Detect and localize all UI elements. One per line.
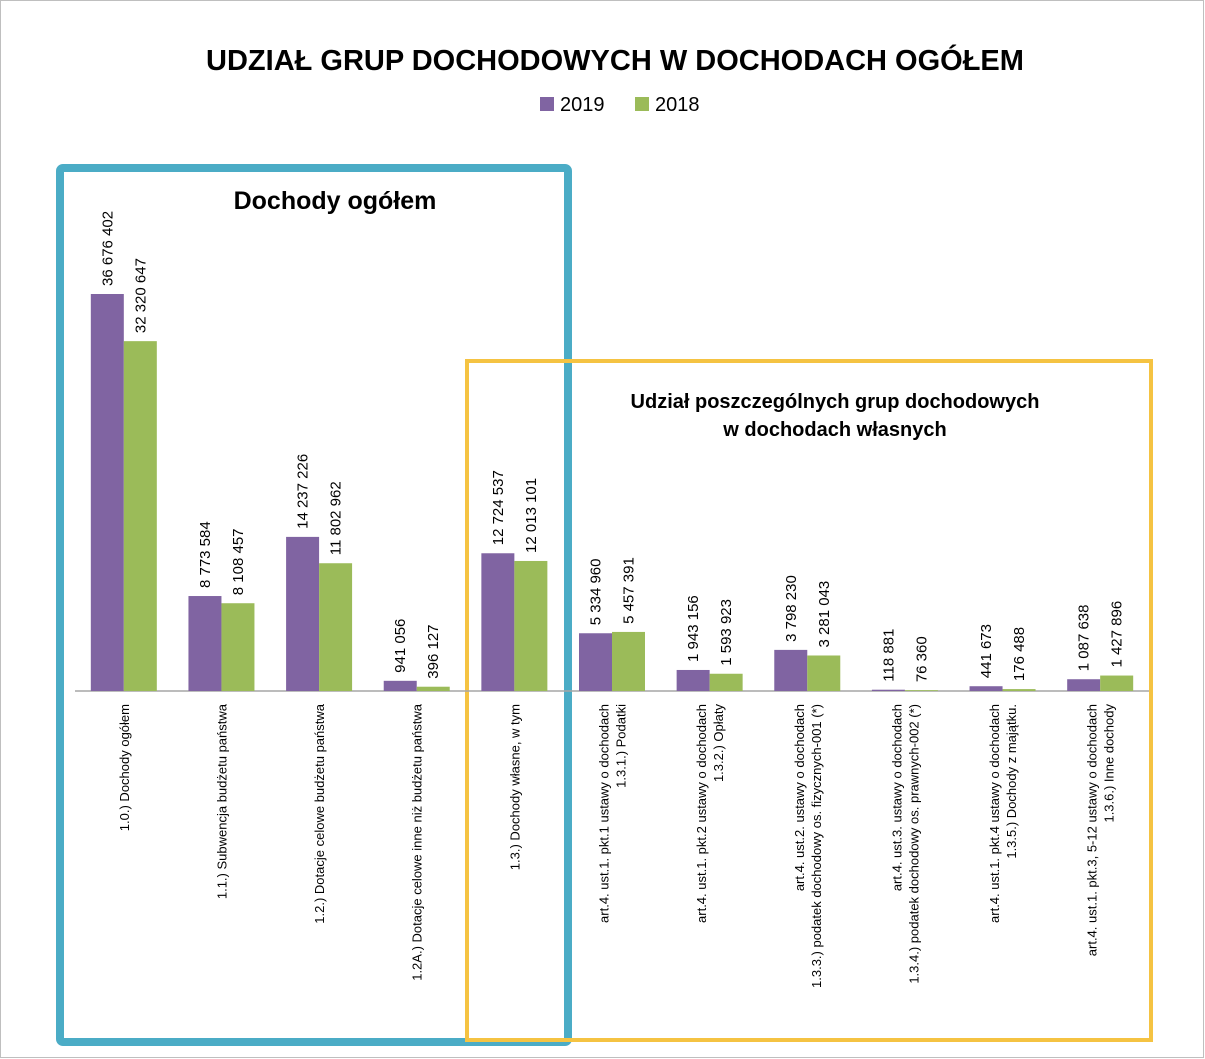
bar (1002, 689, 1036, 691)
bar (123, 341, 157, 691)
value-label: 36 676 402 (99, 211, 116, 286)
value-label: 14 237 226 (295, 454, 312, 529)
bar (90, 294, 124, 691)
value-label: 118 881 (880, 629, 897, 682)
x-tick-label: 1.3.) Dochody własne, w tym (507, 704, 522, 870)
bar (481, 553, 515, 691)
x-tick-label: art.4. ust.3. ustawy o dochodach (889, 704, 904, 891)
value-label: 5 334 960 (588, 559, 605, 626)
x-tick-label: 1.2A.) Dotacje celowe inne niż budżetu p… (410, 703, 425, 981)
value-label: 8 773 584 (197, 521, 214, 588)
bar (514, 560, 548, 691)
value-label: 1 943 156 (685, 595, 702, 662)
value-label: 1 427 896 (1109, 601, 1126, 668)
annotation: Udział poszczególnych grup dochodowych (631, 391, 1040, 413)
bar (969, 686, 1003, 691)
bar (676, 669, 710, 691)
bar (221, 603, 255, 691)
legend-label: 2018 (655, 94, 700, 116)
value-label: 12 013 101 (523, 478, 540, 553)
x-tick-label: 1.0.) Dochody ogółem (117, 704, 132, 831)
x-tick-label: 1.3.6.) Inne dochody (1102, 704, 1117, 823)
x-tick-label: 1.1.) Subwencja budżetu państwa (214, 703, 229, 899)
value-label: 5 457 391 (621, 557, 638, 624)
bar (612, 631, 645, 691)
bar (286, 536, 320, 691)
bar (579, 633, 612, 691)
bar (383, 680, 417, 691)
value-label: 176 488 (1011, 627, 1028, 681)
bar (807, 655, 841, 691)
x-tick-label: art.4. ust.2. ustawy o dochodach (792, 704, 807, 891)
value-label: 441 673 (978, 624, 995, 678)
bar (871, 689, 905, 691)
bar (709, 673, 743, 691)
group-box (56, 164, 572, 1046)
value-label: 12 724 537 (490, 470, 507, 545)
value-label: 8 108 457 (230, 528, 247, 595)
x-tick-label: 1.3.1.) Podatki (614, 704, 629, 788)
bar (319, 563, 353, 691)
x-tick-label: 1.3.4.) podatek dochodowy os. prawnych-0… (906, 704, 921, 984)
x-tick-label: art.4. ust.1. pkt.3, 5-12 ustawy o docho… (1085, 704, 1100, 956)
bar (188, 596, 222, 691)
bar (904, 690, 938, 691)
value-label: 941 056 (392, 619, 409, 673)
value-label: 1 593 923 (718, 599, 735, 666)
x-tick-label: 1.3.3.) podatek dochodowy os. fizycznych… (809, 704, 824, 988)
bar (416, 686, 450, 691)
bar (774, 649, 808, 691)
annotation: w dochodach własnych (722, 419, 946, 441)
value-label: 32 320 647 (132, 258, 149, 333)
x-tick-label: art.4. ust.1. pkt.2 ustawy o dochodach (694, 704, 709, 923)
x-tick-label: art.4. ust.1. pkt.1 ustawy o dochodach (597, 704, 612, 923)
x-tick-label: art.4. ust.1. pkt.4 ustawy o dochodach (987, 704, 1002, 923)
legend-swatch (635, 97, 649, 111)
x-tick-label: 1.2.) Dotacje celowe budżetu państwa (312, 703, 327, 923)
value-label: 3 798 230 (783, 575, 800, 642)
value-label: 1 087 638 (1076, 604, 1093, 671)
value-label: 396 127 (425, 624, 442, 678)
annotation: Dochody ogółem (234, 187, 437, 215)
x-tick-label: 1.3.2.) Opłaty (711, 704, 726, 783)
group-box (465, 359, 1153, 1042)
chart-title: UDZIAŁ GRUP DOCHODOWYCH W DOCHODACH OGÓŁ… (206, 43, 1024, 77)
value-label: 11 802 962 (328, 481, 345, 555)
legend-label: 2019 (560, 94, 605, 116)
bar (1100, 675, 1134, 691)
legend-swatch (540, 97, 554, 111)
x-tick-label: 1.3.5.) Dochody z majątku. (1004, 704, 1019, 859)
bar (1067, 679, 1101, 691)
value-label: 76 360 (913, 636, 930, 682)
value-label: 3 281 043 (816, 581, 833, 648)
